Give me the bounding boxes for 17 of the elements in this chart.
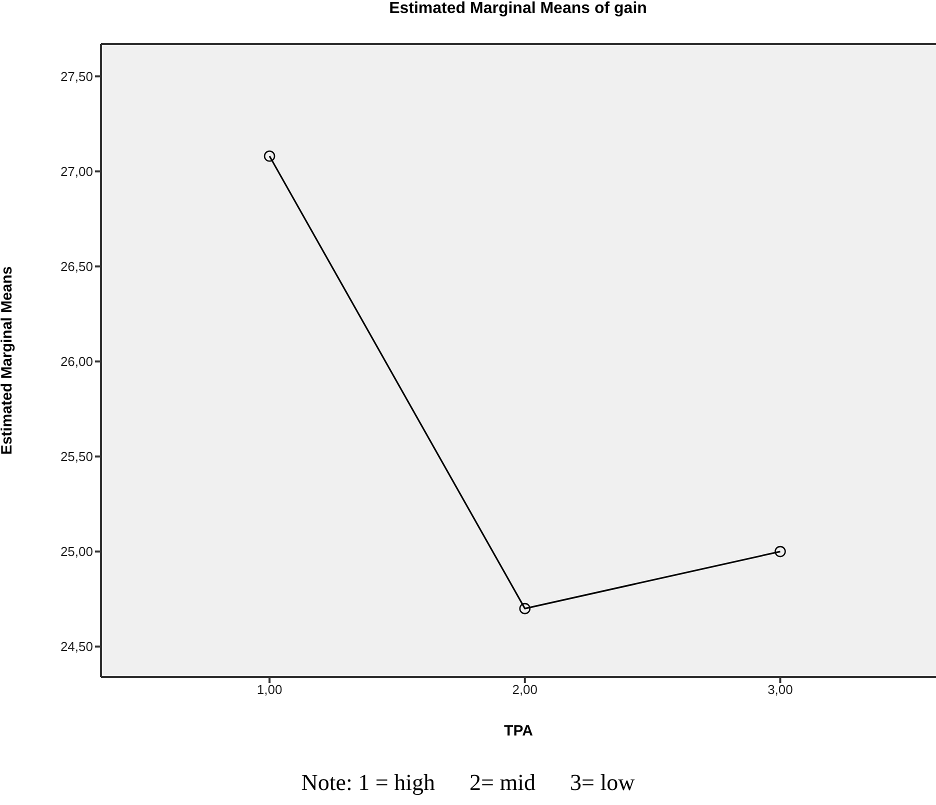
x-tick-label: 3,00 [768,682,793,698]
text: Note: 1 = high 2= mid 3= low [300,770,636,796]
x-tick-label: 2,00 [512,682,538,698]
point [264,150,276,162]
x-axis-title: TPA [504,722,534,740]
y-tick-label: 25,50 [60,449,93,464]
chart-title: Estimated Marginal Means of gain [388,0,648,18]
y-tick-label: 25,00 [60,544,93,560]
y-tick-label: 26,50 [60,259,93,274]
y-tick-label: 24,50 [60,639,93,654]
point [519,602,531,614]
y-tick-label: 27,00 [60,164,93,179]
y-tick-label: 27,50 [60,68,93,84]
y-axis-title: Estimated Marginal Means [0,266,16,455]
x-tick-label: 1,00 [256,682,282,698]
point [774,546,786,558]
y-tick-label: 26,00 [60,354,93,370]
